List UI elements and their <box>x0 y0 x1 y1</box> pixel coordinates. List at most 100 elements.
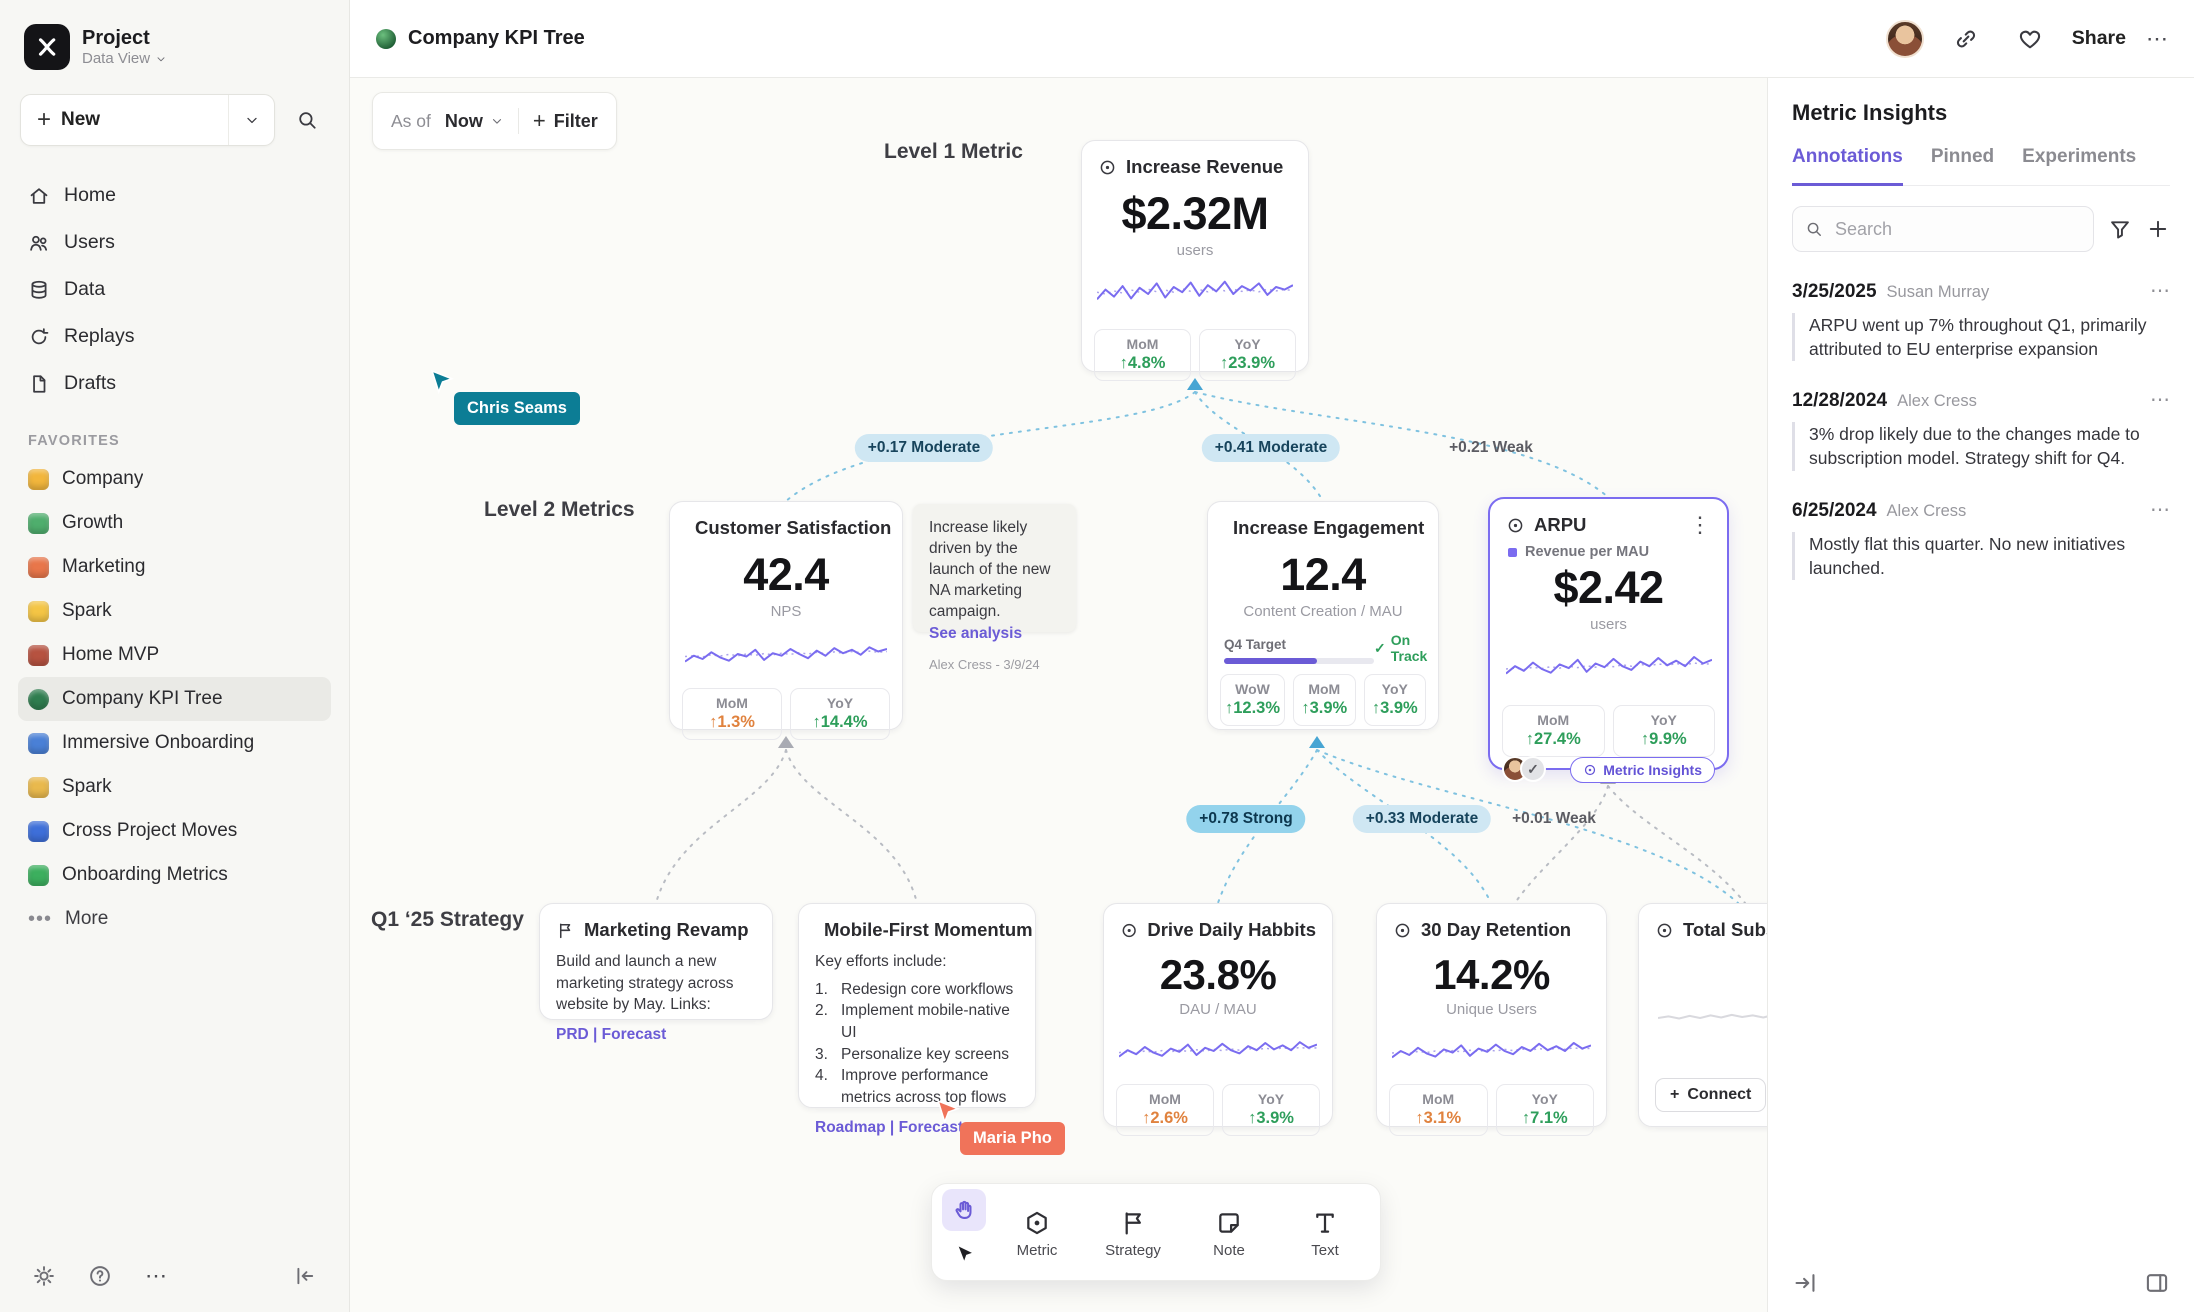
metric-node-drive-daily-habbits[interactable]: Drive Daily Habbits 23.8% DAU / MAU MoM … <box>1103 903 1333 1136</box>
stat-mom: MoM ↑3.1% <box>1389 1084 1488 1136</box>
strategy-tool-button[interactable]: Strategy <box>1088 1205 1178 1259</box>
sidebar-item-data[interactable]: Data <box>18 266 331 313</box>
sidebar-item-immersive-onboarding[interactable]: Immersive Onboarding <box>18 721 331 765</box>
project-view-label: Data View <box>82 50 151 67</box>
search-input[interactable] <box>1832 217 2081 241</box>
annotation-menu-button[interactable]: ⋯ <box>2150 280 2170 302</box>
new-dropdown-toggle[interactable] <box>228 95 274 145</box>
metric-insights-panel: Metric Insights Annotations Pinned Exper… <box>1767 78 2194 1312</box>
project-switcher[interactable]: Project Data View <box>18 22 331 74</box>
metric-insights-badge[interactable]: Metric Insights <box>1570 757 1715 783</box>
strategy-node-marketing-revamp[interactable]: Marketing Revamp Build and launch a new … <box>539 903 773 1043</box>
edge-correlation-label[interactable]: +0.21 Weak <box>1449 439 1533 456</box>
metric-node-30-day-retention[interactable]: 30 Day Retention 14.2% Unique Users MoM … <box>1376 903 1607 1136</box>
insights-icon <box>1585 764 1596 776</box>
sidebar-item-onboarding-metrics[interactable]: Onboarding Metrics <box>18 853 331 897</box>
annotation-author: Alex Cress <box>1886 501 1967 520</box>
text-tool-button[interactable]: Text <box>1280 1205 1370 1259</box>
edge-correlation-label[interactable]: +0.17 Moderate <box>854 434 994 462</box>
note-tool-button[interactable]: Note <box>1184 1205 1274 1259</box>
connect-metric-button[interactable]: + Connect <box>1655 1078 1767 1112</box>
branch-marker <box>1187 378 1203 390</box>
layout-panel-icon[interactable] <box>2144 1270 2170 1296</box>
metric-node-arpu[interactable]: ARPU ⋮ Revenue per MAU $2.42 users MoM ↑… <box>1488 497 1729 783</box>
sidebar-item-home[interactable]: Home <box>18 172 331 219</box>
series-swatch <box>1508 547 1517 557</box>
collapse-sidebar-button[interactable] <box>287 1258 323 1294</box>
tab-pinned[interactable]: Pinned <box>1930 146 1995 167</box>
strategy-links[interactable]: Roadmap | Forecast <box>815 1118 964 1136</box>
sidebar-item-cross-project-moves[interactable]: Cross Project Moves <box>18 809 331 853</box>
favorite-button[interactable] <box>2008 17 2052 61</box>
sidebar-item-drafts[interactable]: Drafts <box>18 360 331 407</box>
metric-unit: Unique Users <box>1446 1001 1537 1018</box>
copy-link-button[interactable] <box>1944 17 1988 61</box>
more-options-button[interactable]: ⋯ <box>2146 25 2168 51</box>
annotation-date: 6/25/2024 <box>1792 499 1877 521</box>
metric-node-increase-revenue[interactable]: Increase Revenue $2.32M users MoM ↑4.8% … <box>1081 140 1309 381</box>
as-of-select[interactable]: Now <box>445 111 504 132</box>
annotation-menu-button[interactable]: ⋯ <box>2150 498 2170 521</box>
pointer-tool-button[interactable] <box>942 1233 986 1275</box>
plus-icon: + <box>532 108 546 133</box>
filter-button[interactable]: + Filter <box>532 108 598 133</box>
flag-icon <box>1125 1212 1141 1235</box>
hand-icon <box>955 1200 972 1219</box>
strategy-node-mobile-first-momentum[interactable]: Mobile-First Momentum Key efforts includ… <box>798 903 1036 1136</box>
stat-wow: WoW ↑12.3% <box>1220 674 1286 726</box>
metric-node-customer-satisfaction[interactable]: Customer Satisfaction 42.4 NPS MoM ↑1.3%… <box>669 501 903 740</box>
hand-tool-button[interactable] <box>942 1189 986 1231</box>
metric-unit: NPS <box>770 603 802 620</box>
see-analysis-link[interactable]: See analysis <box>929 624 1023 642</box>
sparkles-icon <box>28 776 49 798</box>
sidebar-search-button[interactable] <box>285 98 329 142</box>
sidebar-item-company-kpi-tree[interactable]: Company KPI Tree <box>18 677 331 721</box>
avatar-check: ✓ <box>1520 756 1546 782</box>
stat-mom: MoM ↑3.9% <box>1293 674 1356 726</box>
sidebar-item-users[interactable]: Users <box>18 219 331 266</box>
strategy-links[interactable]: PRD | Forecast <box>556 1026 667 1044</box>
sidebar-item-marketing[interactable]: Marketing <box>18 545 331 589</box>
metric-unit: users <box>1176 242 1214 259</box>
sidebar-item-spark[interactable]: Spark <box>18 589 331 633</box>
sidebar-item-growth[interactable]: Growth <box>18 501 331 545</box>
metric-node-total-subscriptions[interactable]: Total Subscriptions + Connect <box>1638 903 1767 1127</box>
tab-annotations[interactable]: Annotations <box>1792 146 1903 186</box>
note-card[interactable]: Increase likely driven by the launch of … <box>913 504 1076 672</box>
add-annotation-icon[interactable] <box>2146 217 2170 241</box>
new-button[interactable]: + New <box>20 94 275 146</box>
sidebar-more-options-button[interactable]: ⋯ <box>138 1258 174 1294</box>
stat-yoy: YoY ↑23.9% <box>1199 329 1296 381</box>
edge-correlation-label[interactable]: +0.78 Strong <box>1186 805 1306 833</box>
settings-button[interactable] <box>26 1258 62 1294</box>
edge-correlation-label[interactable]: +0.01 Weak <box>1512 810 1596 827</box>
metric-node-increase-engagement[interactable]: Increase Engagement 12.4 Content Creatio… <box>1207 501 1439 730</box>
tab-experiments[interactable]: Experiments <box>2022 146 2137 167</box>
annotation-item: 12/28/2024 Alex Cress ⋯ 3% drop likely d… <box>1792 387 2170 471</box>
sidebar-item-home-mvp[interactable]: Home MVP <box>18 633 331 677</box>
node-menu-button[interactable]: ⋮ <box>1689 512 1711 537</box>
edge-correlation-label[interactable]: +0.41 Moderate <box>1201 434 1341 462</box>
user-avatar[interactable] <box>1885 19 1924 58</box>
share-button[interactable]: Share <box>2071 27 2126 49</box>
sparkline-chart <box>1505 656 1712 675</box>
edge-correlation-label[interactable]: +0.33 Moderate <box>1352 805 1492 833</box>
sidebar-item-spark-2[interactable]: Spark <box>18 765 331 809</box>
filter-icon[interactable] <box>2108 217 2132 241</box>
annotation-author: Susan Murray <box>1886 283 1990 301</box>
sidebar-item-replays[interactable]: Replays <box>18 313 331 360</box>
annotation-menu-button[interactable]: ⋯ <box>2150 389 2170 412</box>
sidebar-item-company[interactable]: Company <box>18 457 331 501</box>
metric-tool-button[interactable]: Metric <box>992 1205 1082 1259</box>
help-button[interactable] <box>82 1258 118 1294</box>
stat-yoy: YoY ↑7.1% <box>1495 1084 1594 1136</box>
ellipsis-icon: ••• <box>28 907 53 930</box>
strategy-effort-list: 1. Redesign core workflows 2. Implement mo… <box>815 980 1014 1107</box>
sidebar-item-label: Drafts <box>64 372 117 394</box>
kpi-tree-canvas[interactable]: As of Now + Filter Level 1 Metric Level … <box>350 78 1767 1312</box>
star-icon <box>28 600 49 622</box>
expand-panel-icon[interactable] <box>1792 1270 1818 1296</box>
sidebar-more-button[interactable]: ••• More <box>28 907 109 930</box>
metric-value: 23.8% <box>1159 951 1277 998</box>
